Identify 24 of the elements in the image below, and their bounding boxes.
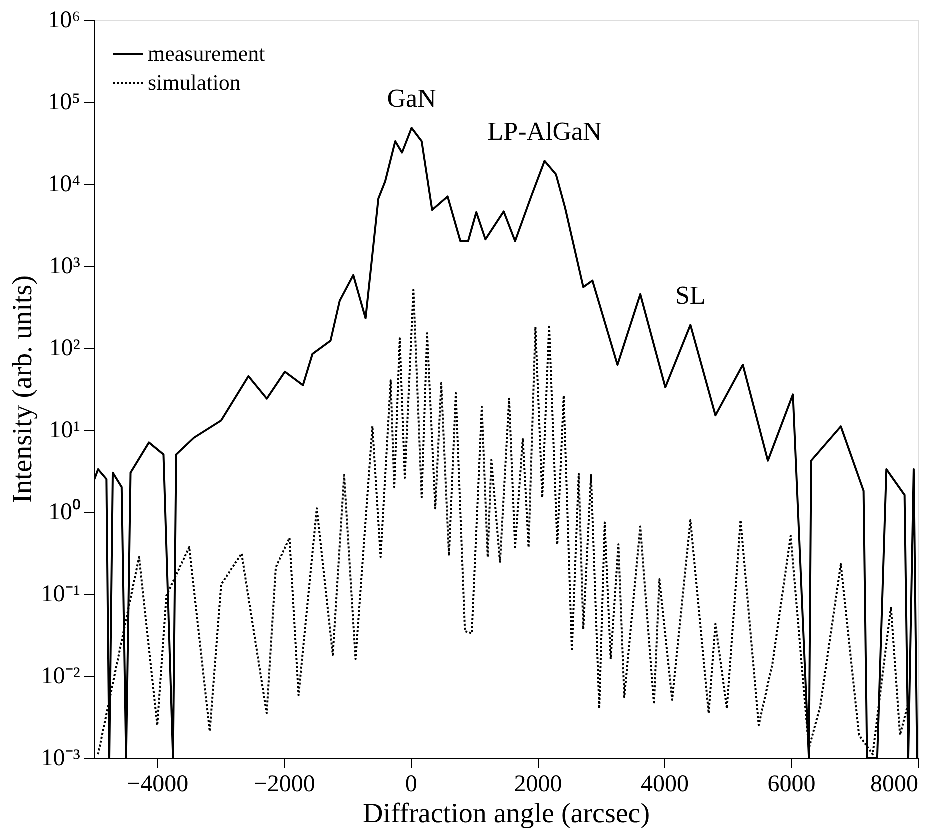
y-tick-label: 10⁴ [48, 172, 80, 198]
y-tick-label: 10⁻¹ [41, 582, 80, 608]
y-axis-title: Intensity (arb. units) [7, 276, 38, 504]
x-tick-label: 6000 [768, 772, 816, 798]
x-tick-label: 8000 [870, 772, 918, 798]
y-tick-label: 10⁶ [48, 8, 80, 34]
x-axis-title: Diffraction angle (arcsec) [362, 798, 650, 830]
x-tick-label: −2000 [254, 772, 316, 798]
legend-label: simulation [148, 70, 241, 95]
annotation: GaN [387, 84, 437, 114]
y-tick-label: 10⁵ [48, 90, 80, 116]
x-tick-label: 4000 [640, 772, 689, 798]
y-tick-label: 10³ [49, 254, 80, 280]
x-tick-label: −4000 [127, 772, 189, 798]
y-tick-label: 10¹ [49, 418, 80, 444]
y-tick-label: 10⁻³ [41, 746, 80, 772]
legend-label: measurement [148, 41, 266, 66]
y-tick-label: 10⁰ [48, 498, 80, 526]
annotation: LP-AlGaN [488, 117, 602, 146]
x-tick-label: 0 [405, 772, 418, 798]
y-tick-label: 10⁻² [41, 664, 80, 690]
y-tick-label: 10² [49, 336, 80, 362]
x-tick-label: 2000 [514, 772, 562, 798]
annotation: SL [675, 281, 706, 310]
